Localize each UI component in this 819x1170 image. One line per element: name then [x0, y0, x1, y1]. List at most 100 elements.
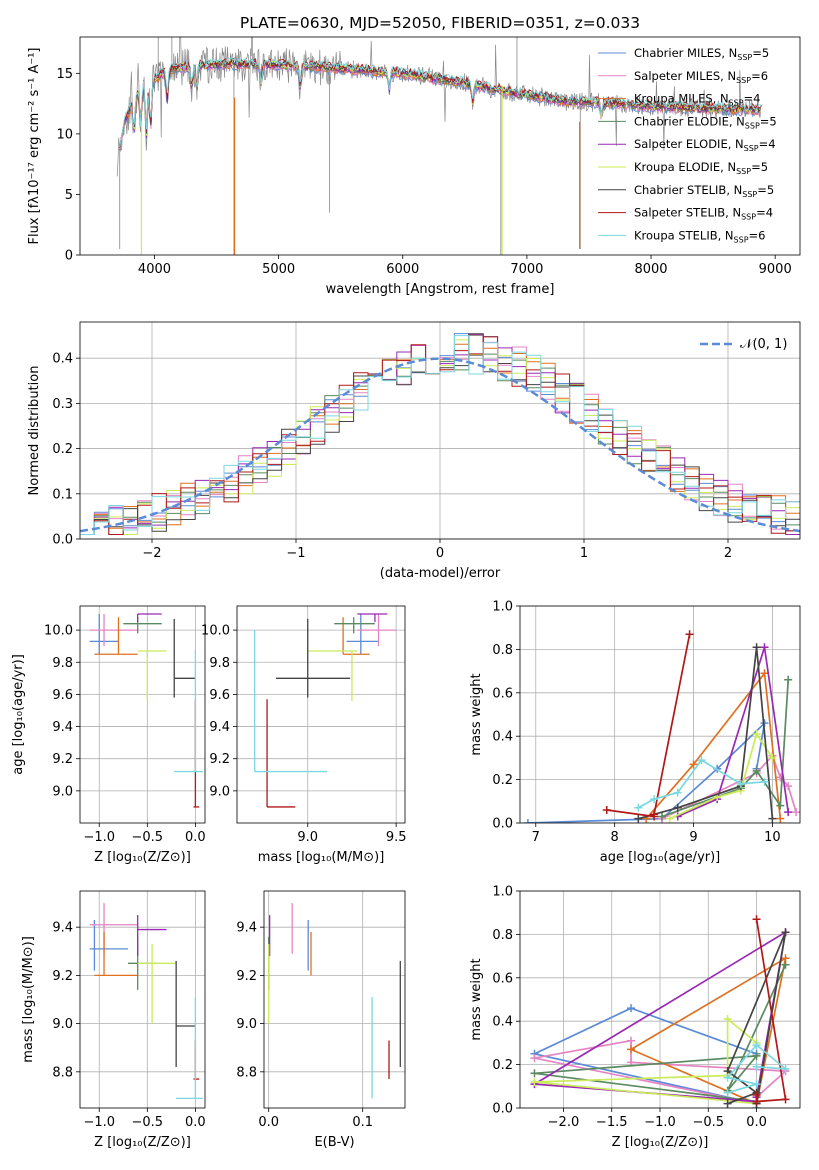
weight-point-chabrier_elodie	[752, 766, 761, 775]
y-tick-label: 9.0	[209, 784, 230, 799]
plot-area-mass_vs_ebv	[264, 891, 405, 1108]
y-tick-label: 0.4	[492, 1015, 513, 1030]
weight-point-kroupa_stelib	[736, 779, 745, 788]
plot-area-weight_vs_Z	[520, 891, 800, 1108]
y-tick-label: 9.4	[209, 720, 230, 735]
weight-point-salpeter_stelib	[602, 805, 611, 814]
x-tick-label: 0.0	[185, 1115, 206, 1130]
weight-point-kroupa_stelib	[697, 756, 706, 765]
weight-point-chabrier_stelib	[768, 814, 777, 823]
axes-frame-mass_vs_ebv	[263, 890, 406, 1109]
axes-age_vs_mass: 9.0 9.5 9.0 9.2 9.4 9.6 9.8 10.0 mass [log₁₀(M/M…	[201, 605, 407, 865]
axes-frame-weight_vs_age	[519, 605, 801, 824]
weight-point-chabrier_stelib	[752, 643, 761, 652]
weight-point-salpeter_elodie	[760, 643, 769, 652]
weight-line-kroupa_stelib	[726, 1043, 789, 1094]
weight-point-salpeter_stelib	[752, 1097, 761, 1106]
weight-point-kroupa_elodie	[752, 730, 761, 739]
x-axis-label: E(B-V)	[314, 1135, 354, 1150]
weight-point-salpeter_miles	[792, 808, 800, 817]
axes-age_vs_Z: −1.0 −0.5 0.0 9.0 9.2 9.4 9.6 9.8 10.0 Z [log₁₀(Z…	[11, 605, 206, 865]
weight-line-chabrier_miles	[527, 720, 766, 823]
weight-point-kroupa_miles	[627, 1045, 636, 1054]
plot-area-residuals	[80, 322, 800, 539]
axes-mass_vs_ebv: 0.0 0.1 8.8 9.0 9.2 9.4 E(B-V)	[236, 890, 406, 1150]
x-tick-label: 0.0	[258, 1115, 279, 1130]
y-tick-label: 8.8	[236, 1065, 257, 1080]
axes-frame-weight_vs_Z	[519, 890, 801, 1109]
axes-mass_vs_Z: −1.0 −0.5 0.0 8.8 9.0 9.2 9.4 Z [log₁₀(Z/Z⊙)] ma…	[21, 890, 206, 1150]
weight-point-kroupa_stelib	[634, 803, 643, 812]
y-tick-label: 9.0	[52, 784, 73, 799]
weight-point-kroupa_stelib	[650, 795, 659, 804]
axes-frame-age_vs_Z	[79, 605, 206, 824]
weight-point-salpeter_elodie	[784, 808, 793, 817]
y-tick-label: 0.4	[52, 352, 73, 367]
histogram-kroupa_elodie	[80, 339, 800, 535]
x-tick-label: 9.0	[297, 830, 318, 845]
legend-entry-salpeter_miles: Salpeter MILES, NSSP=6	[634, 69, 768, 85]
axes-weight_vs_age: 7 8 9 10 0.0 0.2 0.4 0.6 0.8 1.0 age [log₁₀(age/yr…	[469, 600, 801, 865]
weight-point-salpeter_miles	[627, 1036, 636, 1045]
weight-point-salpeter_miles	[530, 1054, 539, 1063]
y-tick-label: 9.6	[52, 688, 73, 703]
y-tick-label: 9.2	[236, 969, 257, 984]
x-tick-label: −2.0	[548, 1115, 580, 1130]
y-axis-label: mass weight	[469, 958, 484, 1040]
y-tick-label: 0.8	[492, 643, 513, 658]
y-axis-label: age [log₁₀(age/yr)]	[11, 654, 26, 775]
weight-point-kroupa_miles	[776, 814, 785, 823]
weight-point-chabrier_stelib	[634, 814, 643, 823]
weight-point-kroupa_miles	[760, 669, 769, 678]
plot-area-mass_vs_Z	[80, 891, 205, 1108]
x-axis-label: Z [log₁₀(Z/Z⊙)]	[612, 1135, 709, 1150]
x-tick-label: 4000	[138, 262, 171, 277]
y-tick-label: 0.2	[52, 442, 73, 457]
y-tick-label: 8.8	[52, 1065, 73, 1080]
y-tick-label: 0.2	[492, 1058, 513, 1073]
weight-line-salpeter_elodie	[677, 646, 790, 818]
legend-entry-chabrier_miles: Chabrier MILES, NSSP=5	[634, 46, 769, 62]
y-tick-label: 0.6	[492, 971, 513, 986]
weight-point-kroupa_stelib	[752, 1062, 761, 1071]
weight-point-kroupa_stelib	[760, 777, 769, 786]
y-tick-label: 1.0	[492, 600, 513, 615]
x-tick-label: 7000	[510, 262, 543, 277]
axes-frame-mass_vs_Z	[79, 890, 206, 1109]
x-tick-label: −0.5	[132, 1115, 164, 1130]
x-tick-label: 9	[689, 830, 697, 845]
weight-point-chabrier_elodie	[657, 812, 666, 821]
y-axis-label: mass [log₁₀(M/M⊙)]	[21, 936, 36, 1063]
x-tick-label: −1.0	[644, 1115, 676, 1130]
y-tick-label: 9.8	[52, 656, 73, 671]
weight-point-salpeter_miles	[784, 782, 793, 791]
y-tick-label: 10.0	[201, 624, 230, 639]
weight-point-kroupa_elodie	[665, 814, 674, 823]
y-tick-label: 9.2	[52, 752, 73, 767]
legend-entry-kroupa_miles: Kroupa MILES, NSSP=4	[634, 92, 760, 108]
weight-point-kroupa_stelib	[723, 1088, 732, 1097]
weight-point-chabrier_miles	[627, 1004, 636, 1013]
weight-point-kroupa_miles	[689, 760, 698, 769]
weight-line-chabrier_elodie	[661, 679, 790, 818]
x-tick-label: 0.0	[746, 1115, 767, 1130]
x-axis-label: Z [log₁₀(Z/Z⊙)]	[94, 1135, 191, 1150]
x-tick-label: 10	[764, 830, 781, 845]
legend-entry-kroupa_stelib: Kroupa STELIB, NSSP=6	[634, 228, 765, 244]
axes-frame-age_vs_mass	[236, 605, 406, 824]
weight-point-kroupa_elodie	[768, 753, 777, 762]
axes-frame-spectrum	[79, 36, 801, 256]
y-axis-label: mass weight	[469, 673, 484, 755]
weight-point-salpeter_stelib	[781, 1095, 790, 1104]
weight-point-chabrier_stelib	[781, 928, 790, 937]
weight-point-chabrier_elodie	[776, 801, 785, 810]
plot-area-age_vs_Z	[80, 606, 205, 823]
plot-area-spectrum	[116, 37, 763, 255]
legend-entry-salpeter_elodie: Salpeter ELODIE, NSSP=4	[634, 137, 776, 153]
y-tick-label: 9.4	[236, 921, 257, 936]
weight-point-salpeter_stelib	[752, 915, 761, 924]
y-tick-label: 0.2	[492, 773, 513, 788]
y-tick-label: 0.0	[492, 1102, 513, 1117]
weight-point-chabrier_elodie	[752, 1051, 761, 1060]
